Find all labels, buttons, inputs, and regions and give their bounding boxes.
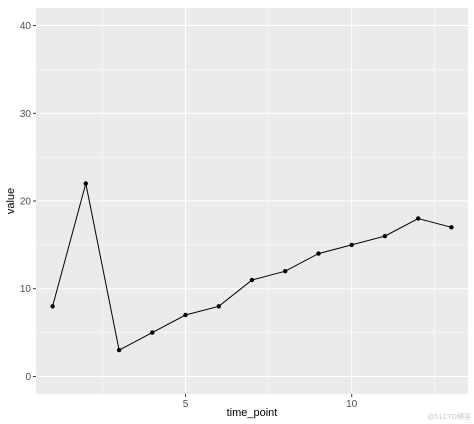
data-point [349,242,354,248]
series-points [50,181,454,353]
y-axis-ticks: 0 10 20 30 40 [20,21,36,383]
data-point [116,347,122,353]
data-point [83,181,89,186]
x-tick-label: 10 [346,399,358,410]
major-gridlines [36,8,468,394]
data-point [416,216,421,221]
data-point [183,312,188,318]
data-point [283,269,288,274]
data-point [382,233,388,239]
x-axis-ticks: 5 10 [183,394,358,410]
data-point [449,225,454,230]
y-tick-label: 20 [20,197,32,208]
y-tick-label: 40 [20,21,32,32]
y-tick-label: 10 [20,284,32,295]
y-axis-title: value [5,188,17,214]
x-axis-title: time_point [227,407,278,419]
data-point [216,304,221,309]
data-point [50,304,55,309]
data-point [150,330,155,335]
x-tick-label: 5 [183,399,189,410]
data-point [316,251,321,256]
y-tick-label: 30 [20,109,32,120]
watermark: @51CTO博客 [427,412,471,421]
data-point [249,277,255,283]
y-tick-label: 0 [25,372,31,383]
